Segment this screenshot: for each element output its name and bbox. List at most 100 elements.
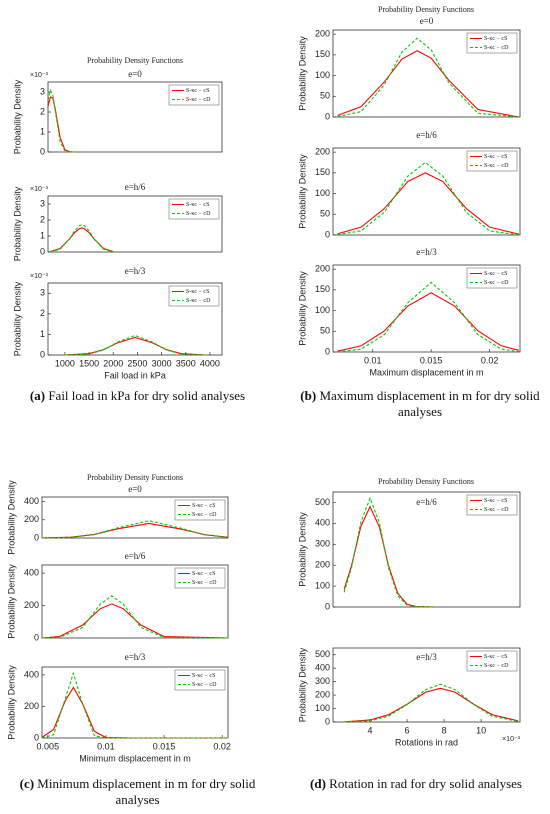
y-tick-label: 200: [315, 29, 330, 39]
legend-label: S-κc − cS: [192, 503, 215, 509]
legend-label: S-κc − cS: [192, 673, 215, 679]
y-tick-label: 200: [315, 147, 330, 157]
x-tick-label: 3000: [152, 358, 172, 368]
caption: (d) Rotation in rad for dry solid analys…: [282, 776, 550, 792]
subplot-title: e=h/6: [125, 551, 146, 561]
curve: [337, 292, 519, 352]
y-tick-label: 0: [40, 146, 45, 156]
y-tick-label: 0: [325, 229, 330, 239]
x-tick-label: 0.015: [153, 741, 176, 751]
caption: (b) Maximum displacement in m for dry so…: [295, 388, 545, 420]
x-axis-label: Fail load in kPa: [104, 370, 166, 380]
legend-label: S-κc − cD: [186, 211, 211, 217]
axes-box: [332, 647, 521, 723]
y-tick-label: 200: [315, 560, 330, 570]
subplot-title: e=h/3: [416, 247, 437, 257]
legend-label: S-κc − cS: [484, 271, 507, 277]
legend-label: S-κc − cS: [192, 571, 215, 577]
axes-box: [332, 264, 521, 353]
y-tick-label: 500: [315, 649, 330, 659]
x-tick-label: 0.02: [213, 741, 231, 751]
subplot-title: e=0: [128, 69, 142, 79]
y-tick-label: 1: [40, 230, 45, 240]
axes-box: [332, 29, 521, 118]
y-tick-label: 3: [40, 288, 45, 298]
curve: [47, 96, 75, 153]
subplot-title: e=h/6: [416, 497, 437, 507]
subplot-title: e=0: [420, 16, 434, 26]
caption-label: (d): [310, 776, 326, 791]
y-multiplier: ×10⁻³: [30, 72, 49, 79]
curve: [344, 687, 519, 723]
y-tick-label: 200: [315, 689, 330, 699]
x-axis-label: Maximum displacement in m: [369, 367, 483, 377]
panel-title: Probability Density Functions: [87, 56, 183, 65]
caption: (a) Fail load in kPa for dry solid analy…: [0, 388, 275, 404]
y-tick-label: 50: [320, 91, 330, 101]
curve: [344, 683, 519, 723]
x-tick-label: 0.01: [97, 741, 115, 751]
axes-box: [41, 496, 229, 539]
y-tick-label: 0: [40, 246, 45, 256]
subplot-title: e=h/3: [416, 652, 437, 662]
y-axis-label: Probability Density: [297, 271, 307, 346]
y-axis-label: Probability Density: [12, 281, 22, 356]
axes-box: [47, 195, 223, 253]
y-tick-label: 100: [315, 70, 330, 80]
y-axis-label: Probability Density: [12, 186, 22, 261]
curve: [64, 334, 206, 356]
x-axis-label: Minimum displacement in m: [79, 753, 191, 763]
legend-label: S-κc − cD: [186, 298, 211, 304]
caption: (c) Minimum displacement in m for dry so…: [10, 776, 265, 808]
y-tick-label: 500: [315, 497, 330, 507]
y-axis-label: Probability Density: [6, 480, 16, 555]
y-tick-label: 400: [24, 669, 39, 679]
y-tick-label: 1: [40, 126, 45, 136]
x-tick-label: 10: [476, 725, 486, 735]
x-tick-label: 6: [405, 725, 410, 735]
legend-label: S-κc − cS: [484, 498, 507, 504]
y-axis-label: Probability Density: [12, 79, 22, 154]
caption-label: (a): [29, 388, 46, 403]
y-tick-label: 300: [315, 676, 330, 686]
axes-box: [47, 81, 223, 153]
y-tick-label: 2: [40, 214, 45, 224]
y-tick-label: 0: [34, 732, 39, 742]
legend-label: S-κc − cS: [484, 36, 507, 42]
caption-label: (b): [300, 388, 317, 403]
x-tick-label: 4000: [200, 358, 220, 368]
y-tick-label: 0: [325, 716, 330, 726]
y-tick-label: 200: [24, 701, 39, 711]
legend-label: S-κc − cD: [484, 163, 509, 169]
caption-text: Minimum displacement in m for dry solid …: [37, 776, 256, 807]
caption-label: (c): [19, 776, 35, 791]
y-tick-label: 150: [315, 167, 330, 177]
axes-box: [47, 282, 223, 356]
panel-title: Probability Density Functions: [378, 5, 474, 14]
y-tick-label: 100: [315, 580, 330, 590]
y-tick-label: 150: [315, 284, 330, 294]
y-tick-label: 3: [40, 86, 45, 96]
subplot-title: e=h/3: [125, 652, 146, 662]
curve: [41, 522, 229, 539]
y-tick-label: 0: [325, 346, 330, 356]
legend-label: S-κc − cS: [186, 202, 209, 208]
y-tick-label: 3: [40, 198, 45, 208]
subplot-title: e=h/3: [125, 266, 146, 276]
y-tick-label: 300: [315, 539, 330, 549]
curve: [337, 281, 519, 353]
y-tick-label: 400: [24, 567, 39, 577]
x-tick-label: 2000: [103, 358, 123, 368]
y-tick-label: 400: [24, 496, 39, 506]
x-tick-label: 0.015: [420, 355, 443, 365]
curve: [47, 88, 75, 153]
legend-label: S-κc − cD: [484, 507, 509, 513]
x-tick-label: 1000: [55, 358, 75, 368]
legend-label: S-κc − cS: [186, 88, 209, 94]
y-tick-label: 0: [325, 111, 330, 121]
curve: [41, 603, 229, 639]
y-axis-label: Probability Density: [297, 647, 307, 722]
y-axis-label: Probability Density: [6, 665, 16, 740]
